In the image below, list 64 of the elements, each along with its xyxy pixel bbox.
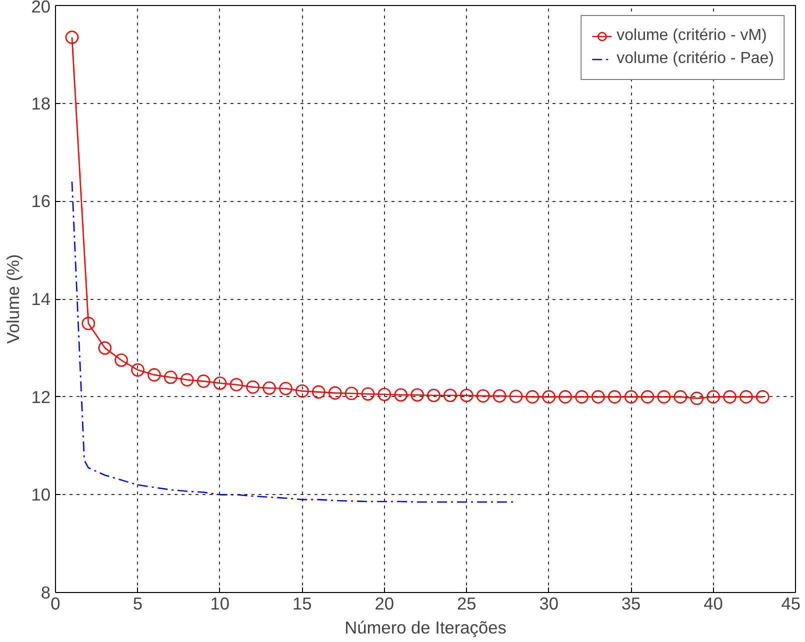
point: [575, 390, 588, 404]
point: [723, 390, 736, 404]
point: [164, 370, 178, 384]
legend-label: volume (critério - vM): [616, 27, 767, 45]
x-tick-label: 25: [456, 594, 476, 614]
point: [674, 390, 688, 404]
point: [624, 390, 638, 404]
point: [492, 389, 506, 402]
point: [558, 390, 572, 404]
point: [312, 385, 326, 399]
point: [509, 390, 523, 403]
point: [262, 381, 276, 395]
point: [427, 388, 440, 402]
point: [690, 392, 704, 405]
point: [592, 390, 605, 404]
point: [542, 390, 556, 404]
point: [131, 363, 144, 377]
x-tick-label: 45: [781, 594, 801, 614]
point: [608, 390, 622, 404]
point: [65, 30, 79, 44]
point: [394, 388, 408, 402]
point: [706, 390, 720, 404]
x-axis-title: Número de Iterações: [344, 618, 507, 638]
point: [344, 386, 358, 400]
y-tick-label: 14: [31, 289, 51, 309]
y-axis-title: Volume (%): [3, 254, 24, 344]
x-tick-label: 10: [210, 594, 230, 614]
point: [114, 354, 128, 367]
legend-label: volume (critério - Pae): [616, 50, 774, 68]
point: [246, 380, 260, 394]
point: [279, 382, 292, 396]
point: [410, 388, 424, 402]
y-tick-label: 18: [31, 93, 51, 114]
point: [361, 387, 375, 401]
point: [444, 388, 457, 402]
point: [378, 388, 392, 402]
point: [640, 390, 654, 404]
x-tick-label: 40: [704, 594, 723, 614]
point: [328, 386, 342, 400]
point: [460, 388, 474, 402]
x-tick-label: 20: [374, 594, 394, 614]
point: [148, 368, 161, 382]
x-tick-label: 35: [621, 594, 641, 614]
point: [230, 378, 244, 392]
point: [213, 376, 227, 390]
point: [180, 373, 194, 386]
y-tick-label: 12: [31, 386, 51, 407]
point: [756, 390, 770, 404]
x-tick-label: 30: [539, 594, 558, 614]
x-tick-label: 15: [292, 594, 312, 614]
y-tick-label: 10: [31, 484, 51, 505]
y-tick-label: 20: [31, 0, 51, 16]
y-tick-label: 8: [40, 582, 51, 602]
y-tick-label: 16: [31, 191, 51, 212]
point: [657, 390, 671, 404]
point: [82, 316, 96, 330]
point: [740, 390, 753, 404]
x-tick-label: 5: [132, 594, 143, 614]
point: [476, 389, 490, 402]
point: [196, 374, 210, 388]
point: [98, 341, 112, 355]
point: [296, 384, 309, 398]
x-tick-label: 0: [50, 594, 60, 614]
point: [526, 390, 540, 404]
